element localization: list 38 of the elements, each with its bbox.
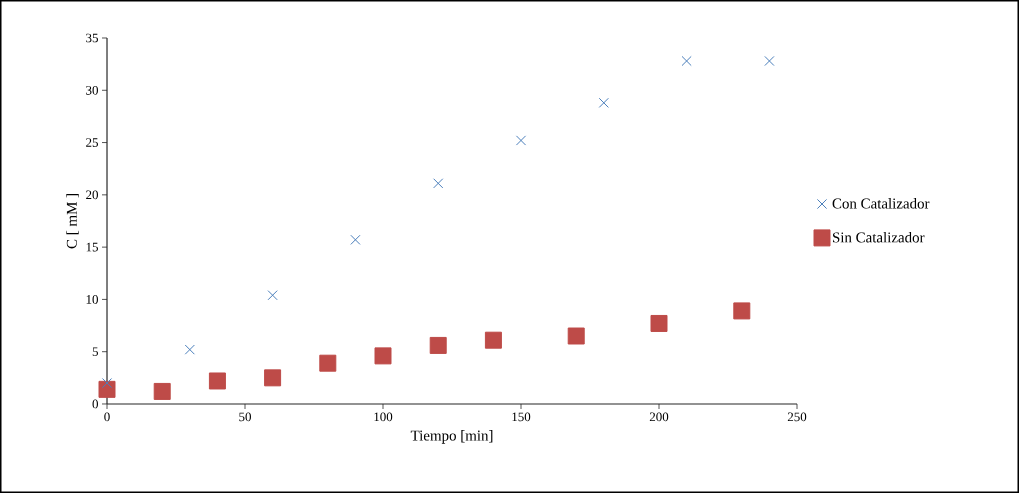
point: [433, 178, 444, 189]
point: [319, 354, 337, 372]
legend-label: Sin Catalizador: [832, 231, 925, 243]
point: [208, 372, 226, 390]
point: [650, 314, 668, 332]
point: [153, 382, 171, 400]
y-tick-label: 5: [92, 347, 98, 356]
y-tick-label: 15: [86, 242, 98, 252]
y-tick-label: 0: [92, 399, 98, 409]
point: [681, 55, 692, 67]
point: [264, 369, 282, 387]
point: [184, 344, 195, 355]
point: [733, 302, 751, 320]
y-tick-label: 20: [86, 190, 98, 200]
point: [267, 290, 278, 301]
y-tick-label: 10: [86, 295, 98, 304]
x-tick-label: 250: [787, 412, 807, 422]
point: [101, 377, 113, 389]
point: [515, 135, 527, 146]
y-axis-title: C [ mM ]: [66, 194, 79, 249]
point: [429, 336, 447, 354]
point: [598, 97, 609, 108]
point: [374, 347, 392, 365]
point: [567, 327, 585, 345]
point: [350, 234, 361, 245]
x-tick-label: 0: [104, 412, 110, 422]
point: [98, 380, 116, 398]
point: [484, 331, 502, 349]
y-tick-label: 35: [86, 33, 98, 43]
y-tick-label: 30: [86, 85, 98, 95]
point: [764, 55, 775, 67]
x-tick-label: 150: [512, 412, 531, 422]
legend-label: Con Catalizador: [832, 198, 930, 209]
x-tick-label: 200: [649, 412, 669, 422]
x-tick-label: 50: [239, 412, 251, 422]
x-tick-label: 100: [374, 412, 393, 422]
x-axis-title: Tiempo [min]: [410, 430, 493, 444]
y-tick-label: 25: [86, 138, 98, 147]
